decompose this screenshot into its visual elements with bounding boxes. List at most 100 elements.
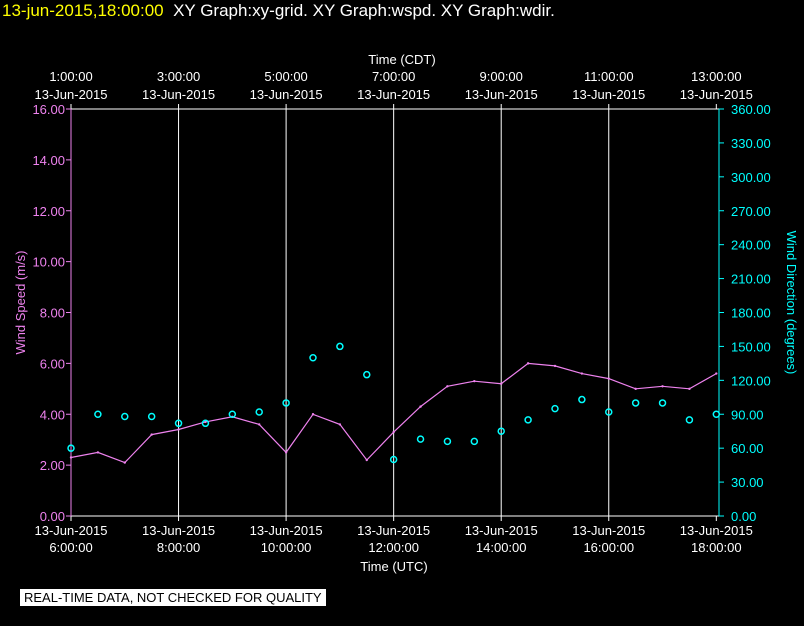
wspd-point bbox=[69, 456, 73, 459]
wdir-point bbox=[282, 399, 290, 407]
wspd-point bbox=[392, 430, 395, 434]
wdir-point bbox=[658, 399, 667, 407]
wdir-point bbox=[712, 410, 721, 418]
top-axis-label: Time (CDT) bbox=[368, 52, 435, 67]
wdir-point bbox=[255, 408, 263, 416]
wdir-point bbox=[121, 412, 129, 421]
top-tick-date: 13-Jun-2015 bbox=[250, 87, 323, 102]
wdir-point bbox=[605, 408, 613, 416]
wspd-point bbox=[607, 377, 610, 380]
y-right-label: Wind Direction (degrees) bbox=[784, 231, 799, 375]
wdir-point bbox=[524, 416, 532, 424]
y-left-label: Wind Speed (m/s) bbox=[13, 250, 28, 354]
y-left-tick-label: 10.00 bbox=[32, 255, 65, 270]
y-left-tick-label: 6.00 bbox=[40, 356, 65, 371]
wdir-point bbox=[309, 353, 317, 362]
y-left-tick-label: 2.00 bbox=[40, 458, 65, 473]
y-right-tick-label: 90.00 bbox=[731, 407, 764, 422]
y-left-tick-label: 14.00 bbox=[32, 153, 65, 168]
wdir-point bbox=[363, 370, 371, 379]
x-tick-label: 6:00:00 bbox=[49, 540, 92, 555]
x-tick-label: 10:00:00 bbox=[261, 540, 312, 555]
y-right-tick-label: 270.00 bbox=[731, 204, 771, 219]
wdir-point bbox=[94, 410, 102, 418]
header-titles: XY Graph:xy-grid. XY Graph:wspd. XY Grap… bbox=[173, 1, 555, 20]
wspd-point bbox=[634, 387, 637, 391]
y-right-tick-label: 180.00 bbox=[731, 306, 771, 321]
top-tick-label: 3:00:00 bbox=[157, 69, 200, 84]
x-tick-date: 13-Jun-2015 bbox=[357, 523, 430, 538]
y-left-tick-label: 12.00 bbox=[32, 204, 65, 219]
wdir-point bbox=[497, 427, 505, 435]
x-tick-label: 18:00:00 bbox=[691, 540, 742, 555]
y-right-tick-label: 330.00 bbox=[731, 136, 771, 151]
wspd-point bbox=[204, 420, 207, 424]
wdir-point bbox=[389, 455, 398, 464]
wdir-point bbox=[336, 342, 344, 351]
top-tick-date: 13-Jun-2015 bbox=[572, 87, 645, 102]
y-left-tick-label: 4.00 bbox=[40, 407, 65, 422]
y-left-tick-label: 16.00 bbox=[32, 102, 65, 117]
top-tick-date: 13-Jun-2015 bbox=[680, 87, 753, 102]
x-tick-date: 13-Jun-2015 bbox=[465, 523, 538, 538]
wdir-point bbox=[228, 410, 237, 418]
x-axis-label: Time (UTC) bbox=[360, 559, 427, 574]
top-tick-label: 5:00:00 bbox=[264, 69, 307, 84]
top-tick-label: 11:00:00 bbox=[584, 69, 634, 84]
x-tick-date: 13-Jun-2015 bbox=[35, 523, 108, 538]
graph-header: 13-jun-2015,18:00:00 XY Graph:xy-grid. X… bbox=[2, 1, 555, 21]
wspd-point bbox=[96, 451, 100, 454]
wdir-point bbox=[147, 412, 156, 421]
x-tick-label: 16:00:00 bbox=[583, 540, 634, 555]
wspd-point bbox=[500, 382, 503, 385]
y-right-tick-label: 360.00 bbox=[731, 102, 771, 117]
x-tick-label: 8:00:00 bbox=[157, 540, 200, 555]
x-tick-date: 13-Jun-2015 bbox=[142, 523, 215, 538]
quality-banner: REAL-TIME DATA, NOT CHECKED FOR QUALITY bbox=[20, 589, 326, 606]
wspd-point bbox=[177, 428, 180, 431]
x-tick-date: 13-Jun-2015 bbox=[680, 523, 753, 538]
wspd-point bbox=[580, 372, 584, 375]
wspd-point bbox=[715, 372, 718, 375]
x-tick-date: 13-Jun-2015 bbox=[250, 523, 323, 538]
y-right-tick-label: 120.00 bbox=[731, 373, 771, 388]
top-tick-label: 7:00:00 bbox=[372, 69, 415, 84]
wdir-point bbox=[551, 404, 559, 413]
y-right-tick-label: 240.00 bbox=[731, 238, 771, 253]
x-tick-label: 12:00:00 bbox=[368, 540, 419, 555]
wspd-point bbox=[258, 423, 261, 426]
y-right-tick-label: 210.00 bbox=[731, 272, 771, 287]
wspd-point bbox=[473, 379, 476, 383]
top-tick-date: 13-Jun-2015 bbox=[465, 87, 538, 102]
wspd-point bbox=[123, 461, 126, 464]
y-right-tick-label: 300.00 bbox=[731, 170, 771, 185]
wspd-point bbox=[661, 385, 664, 388]
wspd-point bbox=[526, 362, 530, 365]
wdir-point bbox=[685, 416, 694, 424]
y-right-tick-label: 30.00 bbox=[731, 475, 764, 490]
x-tick-date: 13-Jun-2015 bbox=[572, 523, 645, 538]
wdir-point bbox=[631, 399, 640, 407]
wspd-point bbox=[284, 451, 288, 454]
wdir-point bbox=[470, 437, 479, 446]
wdir-point bbox=[201, 419, 210, 428]
top-tick-date: 13-Jun-2015 bbox=[35, 87, 108, 102]
top-tick-date: 13-Jun-2015 bbox=[357, 87, 430, 102]
wspd-point bbox=[150, 433, 153, 436]
wspd-point bbox=[688, 387, 691, 391]
top-tick-label: 13:00:00 bbox=[691, 69, 742, 84]
header-timestamp: 13-jun-2015,18:00:00 bbox=[2, 1, 164, 20]
wspd-point bbox=[419, 405, 422, 408]
wdir-point bbox=[416, 435, 425, 443]
wspd-point bbox=[338, 423, 342, 426]
top-tick-label: 1:00:00 bbox=[49, 69, 92, 84]
y-right-tick-label: 60.00 bbox=[731, 441, 764, 456]
wspd-point bbox=[365, 458, 368, 462]
wspd-point bbox=[553, 364, 557, 368]
wspd-point bbox=[311, 413, 315, 416]
y-right-tick-label: 0.00 bbox=[731, 509, 756, 524]
y-left-tick-label: 8.00 bbox=[40, 306, 65, 321]
y-right-tick-label: 150.00 bbox=[731, 339, 771, 354]
wdir-point bbox=[67, 444, 75, 452]
